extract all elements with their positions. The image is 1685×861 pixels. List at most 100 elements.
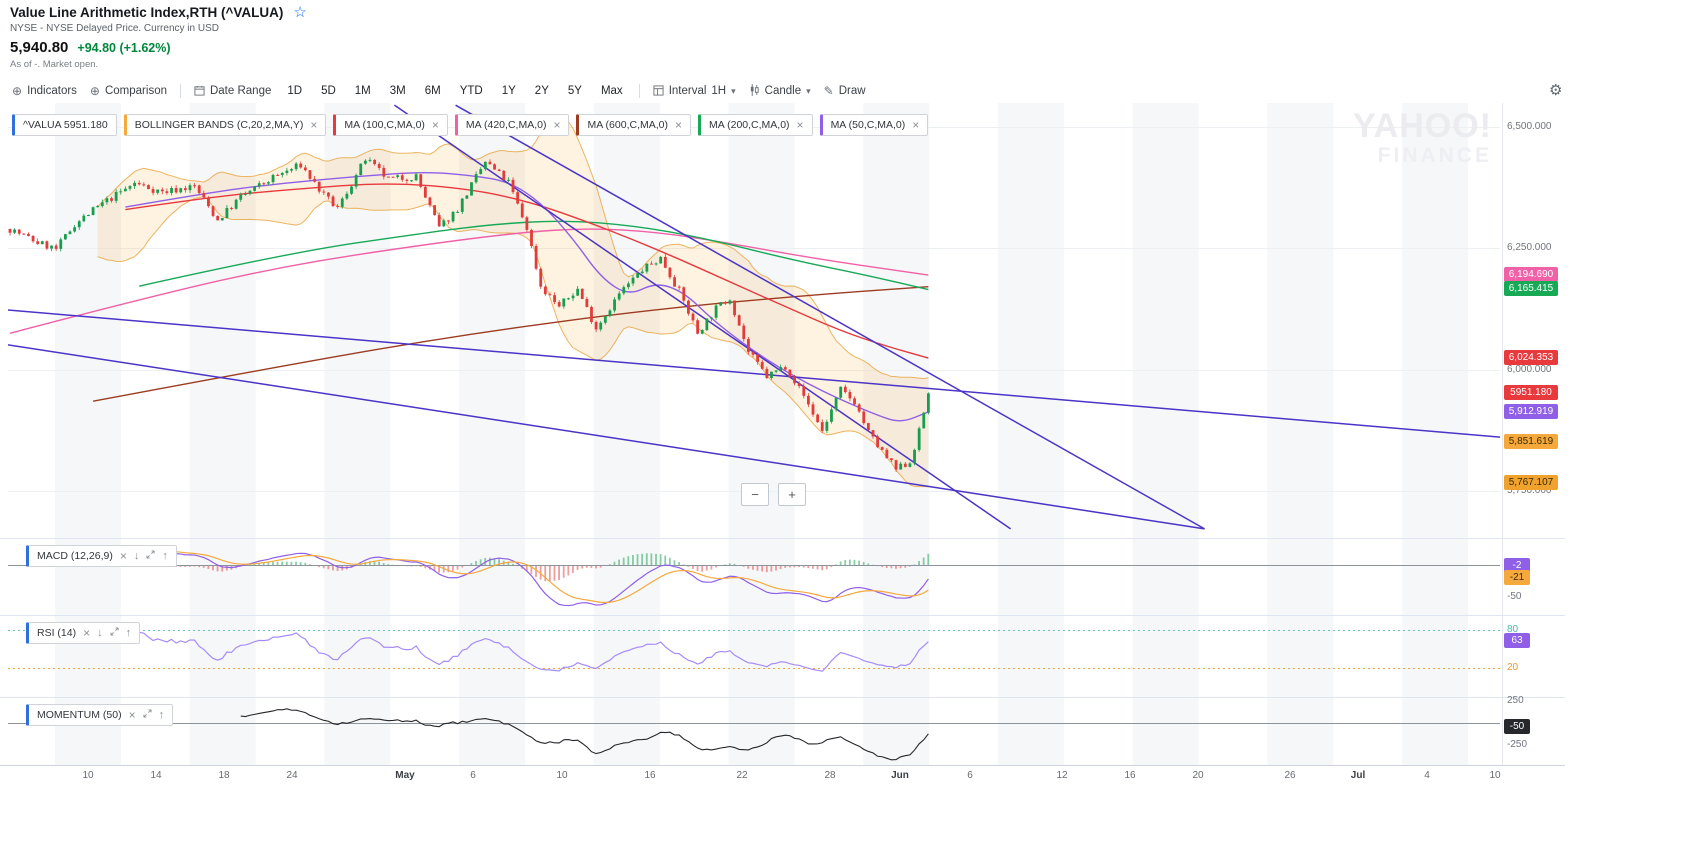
range-1y[interactable]: 1Y <box>501 85 516 97</box>
close-icon[interactable]: × <box>83 626 91 640</box>
price-change: +94.80 (+1.62%) <box>77 41 171 55</box>
move-up-icon[interactable]: ↑ <box>158 708 165 721</box>
close-icon[interactable]: × <box>119 549 127 563</box>
rsi-axis-label: 80 <box>1507 624 1519 635</box>
range-max[interactable]: Max <box>600 85 623 97</box>
rsi-panel-tag: RSI (14) × ↓ ↑ <box>26 622 141 644</box>
interval-dropdown[interactable]: Interval 1H ▾ <box>653 84 736 98</box>
range-5d[interactable]: 5D <box>321 85 336 97</box>
tag-label: MA (420,C,MA,0) <box>465 119 547 131</box>
macd-panel-tag: MACD (12,26,9) × ↓ ↑ <box>26 545 177 567</box>
close-icon[interactable]: × <box>128 708 136 722</box>
draw-label: Draw <box>838 85 866 97</box>
price-badge: 6,165.415 <box>1504 281 1558 297</box>
macd-value-badge: -21 <box>1504 570 1530 586</box>
move-up-icon[interactable]: ↑ <box>162 549 168 562</box>
x-axis-label: 18 <box>218 770 230 781</box>
comparison-button[interactable]: ⊕ Comparison <box>90 85 167 97</box>
move-down-icon[interactable]: ↓ <box>133 549 140 562</box>
tag-label: MA (50,C,MA,0) <box>830 119 906 131</box>
interval-label: Interval <box>668 85 707 97</box>
x-axis-label: 20 <box>1192 770 1204 781</box>
tag-label: ^VALUA 5951.180 <box>23 119 108 131</box>
chevron-down-icon: ▾ <box>806 85 811 96</box>
range-1m[interactable]: 1M <box>354 85 371 97</box>
tag-label: MA (600,C,MA,0) <box>587 119 668 131</box>
x-axis-label: 16 <box>1124 770 1136 781</box>
circle-plus-icon: ⊕ <box>12 84 23 98</box>
indicator-tag-row: ^VALUA 5951.180 BOLLINGER BANDS (C,20,2,… <box>12 114 929 136</box>
date-range-button[interactable]: Date Range <box>194 85 271 98</box>
range-2y[interactable]: 2Y <box>534 85 549 97</box>
move-up-icon[interactable]: ↑ <box>125 626 132 639</box>
range-3m[interactable]: 3M <box>389 85 406 97</box>
chart-toolbar: ⊕ Indicators ⊕ Comparison Date Range 1D … <box>0 79 1577 103</box>
tag-valua: ^VALUA 5951.180 <box>12 114 117 136</box>
tag-bollinger: BOLLINGER BANDS (C,20,2,MA,Y) × <box>123 114 327 136</box>
x-axis-label: 22 <box>736 770 748 781</box>
quote-header: Value Line Arithmetic Index,RTH (^VALUA)… <box>10 5 307 70</box>
y-axis-label: 6,500.000 <box>1507 121 1552 132</box>
move-down-icon[interactable]: ↓ <box>97 626 103 639</box>
zoom-in-button[interactable]: + <box>778 483 806 506</box>
y-axis-label: 5,750.000 <box>1507 485 1552 496</box>
comparison-label: Comparison <box>104 85 167 97</box>
x-axis-label: 10 <box>556 770 568 781</box>
draw-button[interactable]: ✎ Draw <box>824 85 866 97</box>
rsi-axis-label: 20 <box>1507 662 1519 673</box>
rsi-label: RSI (14) <box>37 627 77 639</box>
momentum-axis-label: 250 <box>1507 695 1524 706</box>
candle-icon <box>749 84 760 98</box>
expand-icon[interactable] <box>143 709 152 721</box>
chart-type-dropdown[interactable]: Candle ▾ <box>749 84 811 98</box>
range-5y[interactable]: 5Y <box>567 85 582 97</box>
close-icon[interactable]: × <box>912 118 920 132</box>
current-price: 5,940.80 <box>10 39 69 56</box>
x-axis-label: 16 <box>644 770 656 781</box>
tag-label: MA (100,C,MA,0) <box>344 119 425 131</box>
x-axis-label: Jun <box>891 770 909 781</box>
tag-ma200: MA (200,C,MA,0) × <box>698 114 813 136</box>
momentum-panel-tag: MOMENTUM (50) × ↑ <box>26 704 174 726</box>
tag-ma600: MA (600,C,MA,0) × <box>576 114 692 136</box>
x-axis-label: 28 <box>824 770 836 781</box>
tag-label: MA (200,C,MA,0) <box>709 119 790 131</box>
watermark-line1: YAHOO! <box>1353 107 1492 145</box>
expand-icon[interactable] <box>146 550 155 562</box>
range-ytd[interactable]: YTD <box>459 85 483 97</box>
price-badge: 5,912.919 <box>1504 403 1558 419</box>
x-axis-label: 4 <box>1424 770 1430 781</box>
range-1d[interactable]: 1D <box>287 85 303 97</box>
tag-label: BOLLINGER BANDS (C,20,2,MA,Y) <box>134 119 304 131</box>
expand-icon[interactable] <box>110 627 119 639</box>
x-axis-label: Jul <box>1350 770 1366 781</box>
tag-ma50: MA (50,C,MA,0) × <box>819 114 929 136</box>
range-6m[interactable]: 6M <box>424 85 441 97</box>
price-badge: 5,851.619 <box>1504 433 1558 449</box>
star-icon[interactable]: ☆ <box>293 4 307 21</box>
x-axis-label: 12 <box>1056 770 1068 781</box>
as-of-note: As of -. Market open. <box>10 59 99 70</box>
macd-value-badge: -2 <box>1504 558 1530 574</box>
close-icon[interactable]: × <box>675 118 683 132</box>
tag-ma420: MA (420,C,MA,0) × <box>454 114 570 136</box>
close-icon[interactable]: × <box>796 118 804 132</box>
x-axis-label: 26 <box>1284 770 1296 781</box>
price-badge: 6,194.690 <box>1504 267 1558 283</box>
toolbar-divider <box>179 84 181 98</box>
exchange-info: NYSE - NYSE Delayed Price. Currency in U… <box>10 23 219 34</box>
x-axis-label: 10 <box>1489 770 1501 781</box>
close-icon[interactable]: × <box>431 118 439 132</box>
close-icon[interactable]: × <box>310 118 318 132</box>
tag-ma100: MA (100,C,MA,0) × <box>333 114 448 136</box>
page-title: Value Line Arithmetic Index,RTH (^VALUA) <box>10 5 284 20</box>
zoom-out-button[interactable]: − <box>741 483 769 506</box>
close-icon[interactable]: × <box>553 118 561 132</box>
x-axis-label: 14 <box>150 770 162 781</box>
x-axis-label: 6 <box>470 770 476 781</box>
momentum-axis-label: -250 <box>1507 739 1528 750</box>
indicators-button[interactable]: ⊕ Indicators <box>12 85 77 97</box>
zoom-controls: − + <box>741 483 806 506</box>
x-axis-label: 24 <box>286 770 298 781</box>
gear-icon[interactable]: ⚙ <box>1549 82 1563 99</box>
